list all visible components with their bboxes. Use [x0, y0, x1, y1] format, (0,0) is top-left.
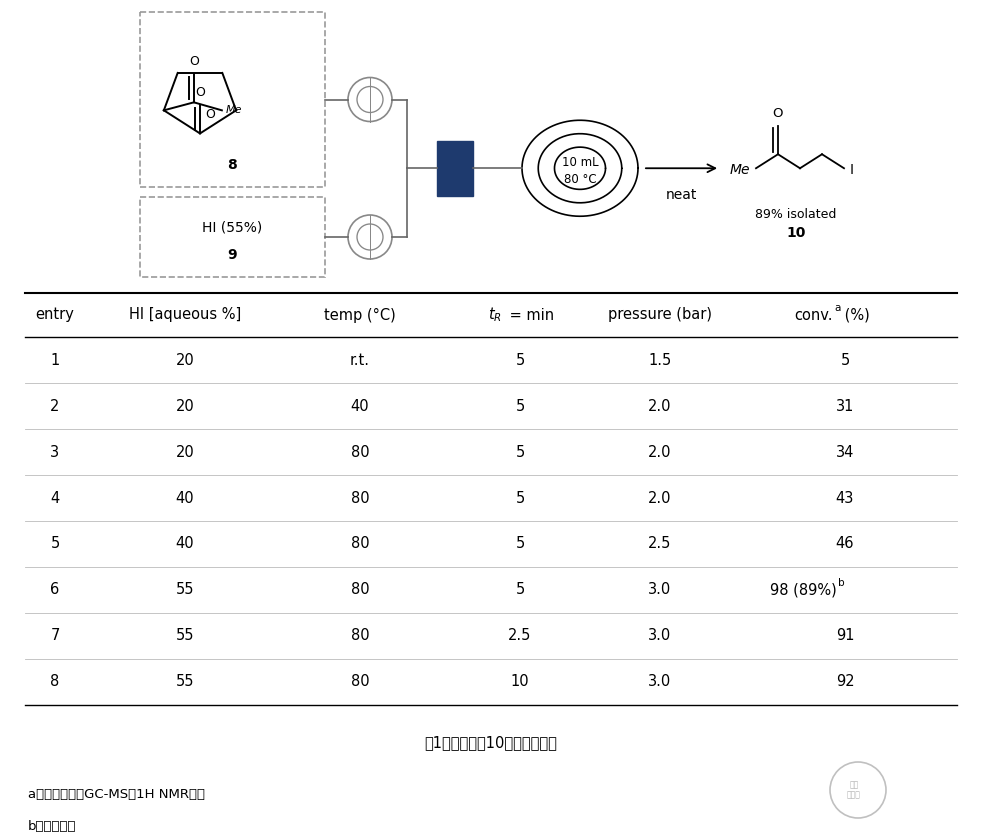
Text: 10: 10 [511, 675, 529, 690]
Text: 2: 2 [50, 399, 60, 414]
Text: 43: 43 [836, 490, 854, 505]
Text: 仪器
信息网: 仪器 信息网 [847, 781, 861, 800]
Text: a: a [834, 303, 841, 313]
Text: 5: 5 [516, 490, 524, 505]
Text: 55: 55 [176, 629, 194, 644]
Text: 80: 80 [351, 536, 369, 551]
Text: 8: 8 [228, 158, 238, 172]
Text: O: O [773, 108, 784, 120]
Text: 5: 5 [516, 536, 524, 551]
Text: 40: 40 [176, 490, 194, 505]
Text: 5: 5 [50, 536, 60, 551]
Text: 91: 91 [836, 629, 854, 644]
Text: (%): (%) [840, 308, 870, 323]
Text: a：转化率通过GC-MS和1H NMR确定: a：转化率通过GC-MS和1H NMR确定 [28, 788, 205, 801]
Text: conv.: conv. [794, 308, 833, 323]
Text: neat: neat [666, 188, 697, 203]
Text: 8: 8 [50, 675, 60, 690]
Text: 1.5: 1.5 [648, 353, 672, 368]
Text: 92: 92 [836, 675, 854, 690]
Text: 20: 20 [176, 445, 194, 460]
Text: $t_R$: $t_R$ [488, 305, 502, 324]
Text: 5: 5 [516, 582, 524, 597]
Text: 80 °C: 80 °C [564, 173, 596, 186]
Text: 3.0: 3.0 [648, 582, 672, 597]
Text: 表1：化合物（10）的工艺优化: 表1：化合物（10）的工艺优化 [424, 736, 558, 751]
Text: 2.0: 2.0 [648, 445, 672, 460]
Text: 20: 20 [176, 399, 194, 414]
Text: 2.0: 2.0 [648, 490, 672, 505]
Text: 3.0: 3.0 [648, 629, 672, 644]
Bar [140, 197, 325, 277]
Text: 2.0: 2.0 [648, 399, 672, 414]
Text: 10 mL: 10 mL [562, 156, 598, 168]
Text: I: I [850, 163, 854, 178]
Text: 5: 5 [841, 353, 849, 368]
Text: 6: 6 [50, 582, 60, 597]
Text: 98 (89%): 98 (89%) [770, 582, 837, 597]
Text: 10: 10 [787, 226, 805, 240]
Text: 2.5: 2.5 [509, 629, 531, 644]
Text: 9: 9 [228, 248, 238, 262]
Text: HI (55%): HI (55%) [202, 220, 262, 234]
Text: b：分离收率: b：分离收率 [28, 821, 77, 833]
Text: 80: 80 [351, 629, 369, 644]
Text: pressure (bar): pressure (bar) [608, 308, 712, 323]
Text: 80: 80 [351, 445, 369, 460]
Text: 4: 4 [50, 490, 60, 505]
Text: Me: Me [226, 105, 243, 115]
Text: 3.0: 3.0 [648, 675, 672, 690]
Bar [437, 141, 473, 196]
Text: b: b [838, 578, 845, 588]
Text: r.t.: r.t. [350, 353, 370, 368]
Text: = min: = min [505, 308, 554, 323]
Text: 55: 55 [176, 582, 194, 597]
Text: 55: 55 [176, 675, 194, 690]
Text: 5: 5 [516, 353, 524, 368]
Text: 46: 46 [836, 536, 854, 551]
Text: 89% isolated: 89% isolated [755, 208, 837, 221]
Text: 20: 20 [176, 353, 194, 368]
Text: temp (°C): temp (°C) [324, 308, 396, 323]
Text: 2.5: 2.5 [648, 536, 672, 551]
Text: 40: 40 [176, 536, 194, 551]
Text: 1: 1 [50, 353, 60, 368]
Text: 7: 7 [50, 629, 60, 644]
Text: 80: 80 [351, 675, 369, 690]
Text: 80: 80 [351, 582, 369, 597]
Bar [140, 12, 325, 187]
Text: O: O [195, 87, 205, 99]
Text: O: O [205, 108, 215, 122]
Text: entry: entry [35, 308, 75, 323]
Text: 40: 40 [351, 399, 369, 414]
Text: 80: 80 [351, 490, 369, 505]
Text: 5: 5 [516, 399, 524, 414]
Text: HI [aqueous %]: HI [aqueous %] [129, 308, 242, 323]
Text: 5: 5 [516, 445, 524, 460]
Text: O: O [189, 55, 198, 68]
Text: Me: Me [730, 163, 750, 178]
Text: 3: 3 [50, 445, 60, 460]
Text: 34: 34 [836, 445, 854, 460]
Text: 31: 31 [836, 399, 854, 414]
